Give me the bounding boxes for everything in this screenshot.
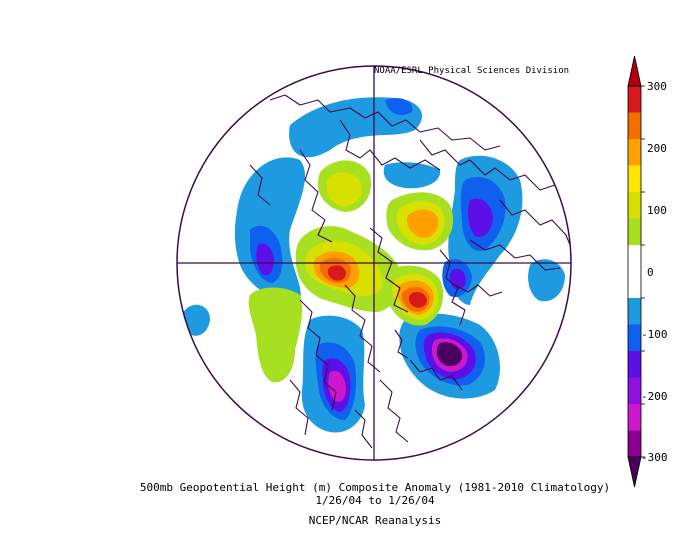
colorbar-segment bbox=[628, 351, 641, 378]
colorbar-segment bbox=[628, 324, 641, 352]
globe-outline bbox=[176, 65, 572, 461]
colorbar-segment bbox=[628, 139, 641, 166]
credit-label: NOAA/ESRL Physical Sciences Division bbox=[374, 66, 570, 76]
colorbar-segment bbox=[628, 430, 641, 458]
caption-source: NCEP/NCAR Reanalysis bbox=[308, 514, 442, 527]
colorbar-ticks bbox=[641, 85, 645, 458]
anomaly-neg200-siberia bbox=[467, 198, 493, 238]
anomaly-pos-pacific-band bbox=[248, 287, 303, 383]
anomaly-contours bbox=[181, 94, 571, 449]
anomaly-neg-west-arc bbox=[234, 157, 306, 301]
anomaly-neg300-europe bbox=[436, 342, 463, 367]
colorbar-segment bbox=[628, 377, 641, 405]
anomaly-pos300-america bbox=[327, 265, 346, 281]
anomaly-neg-north-pacific bbox=[289, 97, 423, 158]
anomaly-neg150-north-pacific bbox=[385, 98, 413, 115]
colorbar-segment bbox=[628, 404, 641, 431]
colorbar-label-300: 300 bbox=[647, 80, 667, 93]
colorbar-segment bbox=[628, 218, 641, 246]
caption-title: 500mb Geopotential Height (m) Composite … bbox=[139, 481, 611, 494]
colorbar-frame bbox=[627, 85, 642, 458]
anomaly-neg-east-edge bbox=[528, 259, 565, 302]
anomaly-pos200-arctic bbox=[407, 209, 439, 238]
colorbar-max-arrow bbox=[627, 55, 642, 87]
colorbar-segment bbox=[628, 245, 641, 272]
coastlines bbox=[249, 94, 571, 449]
colorbar-label-100: 100 bbox=[647, 204, 667, 217]
colorbar-segment bbox=[628, 86, 641, 113]
anomaly-neg200-west bbox=[256, 243, 274, 276]
anomaly-pos300-greenland bbox=[408, 291, 427, 308]
colorbar-label-neg300: -300 bbox=[641, 451, 668, 464]
colorbar-label-0: 0 bbox=[647, 266, 654, 279]
colorbar-segment bbox=[628, 298, 641, 325]
colorbar-label-neg200: -200 bbox=[641, 390, 668, 403]
colorbar-segments bbox=[627, 55, 642, 488]
anomaly-neg250-asia bbox=[328, 370, 346, 402]
colorbar-segment bbox=[628, 271, 641, 299]
anomaly-neg-arctic bbox=[383, 162, 441, 189]
colorbar-label-neg100: -100 bbox=[641, 328, 668, 341]
colorbar-label-200: 200 bbox=[647, 142, 667, 155]
colorbar-segment bbox=[628, 112, 641, 140]
colorbar-segment bbox=[628, 192, 641, 219]
caption-dates: 1/26/04 to 1/26/04 bbox=[315, 494, 435, 507]
anomaly-pos150-alaska bbox=[326, 172, 363, 207]
colorbar-segment bbox=[628, 165, 641, 193]
